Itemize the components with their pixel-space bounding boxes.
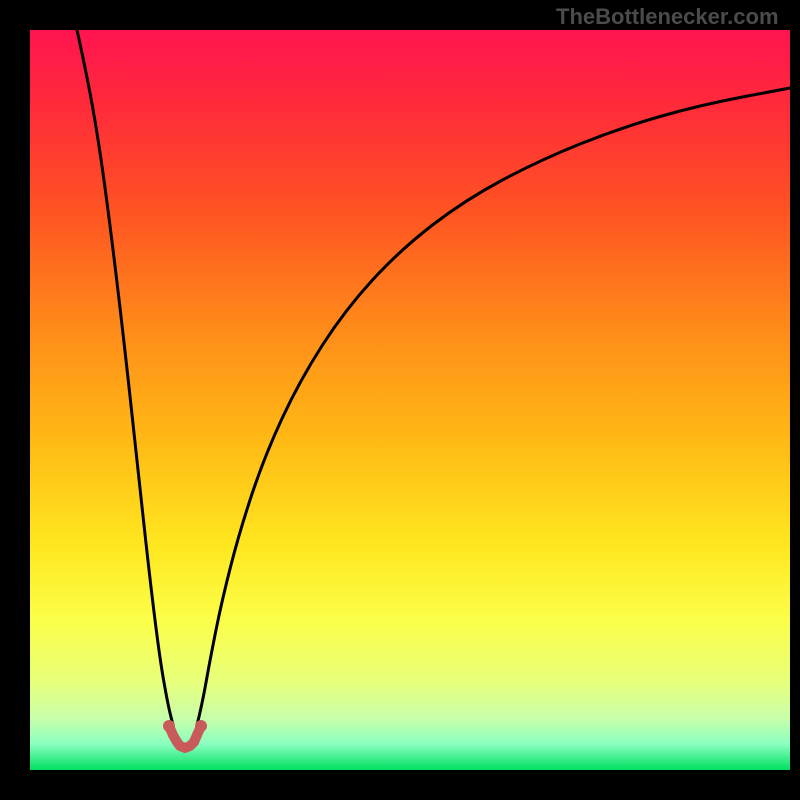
notch-end-left bbox=[163, 720, 175, 732]
bottleneck-chart bbox=[0, 0, 800, 800]
gradient-background bbox=[30, 30, 790, 770]
notch-end-right bbox=[195, 720, 207, 732]
watermark-text: TheBottlenecker.com bbox=[556, 4, 779, 30]
